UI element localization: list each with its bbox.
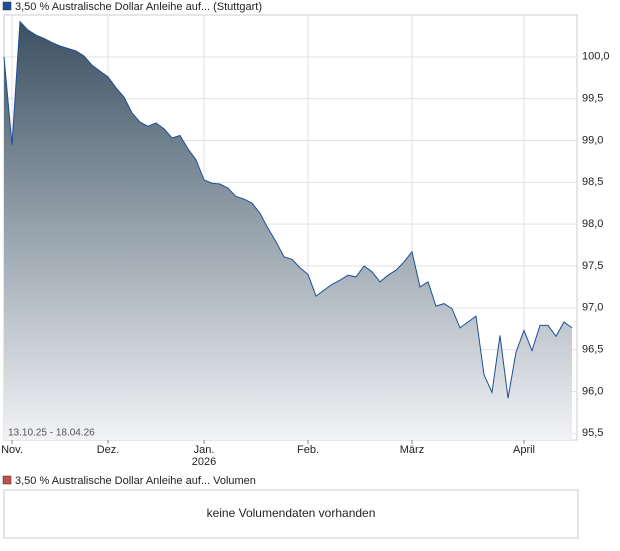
x-tick-label: April [513, 444, 535, 456]
y-tick-label: 96,0 [582, 385, 603, 397]
year-label: 2026 [192, 456, 216, 468]
y-tick-label: 97,5 [582, 260, 603, 272]
x-tick-label: Dez. [97, 444, 120, 456]
y-tick-label: 97,0 [582, 302, 603, 314]
x-tick-label: Nov. [1, 444, 23, 456]
y-tick-label: 100,0 [582, 51, 610, 63]
y-tick-label: 99,0 [582, 134, 603, 146]
x-tick-label: März [400, 444, 424, 456]
x-tick-label: Feb. [297, 444, 319, 456]
y-tick-label: 96,5 [582, 344, 603, 356]
y-tick-label: 98,0 [582, 218, 603, 230]
price-line [3, 20, 573, 399]
volume-legend-text: 3,50 % Australische Dollar Anleihe auf..… [15, 475, 256, 487]
y-tick-label: 98,5 [582, 176, 603, 188]
volume-message: keine Volumendaten vorhanden [207, 506, 376, 520]
date-range: 13.10.25 - 18.04.26 [8, 428, 95, 439]
legend-swatch [2, 1, 12, 11]
area-fill [4, 21, 572, 440]
x-tick-label: Jan. [194, 444, 215, 456]
y-tick-label: 95,5 [582, 427, 603, 439]
y-tick-label: 99,5 [582, 93, 603, 105]
volume-panel [3, 489, 579, 539]
volume-legend-swatch [2, 475, 12, 485]
legend-text: 3,50 % Australische Dollar Anleihe auf..… [15, 1, 262, 13]
